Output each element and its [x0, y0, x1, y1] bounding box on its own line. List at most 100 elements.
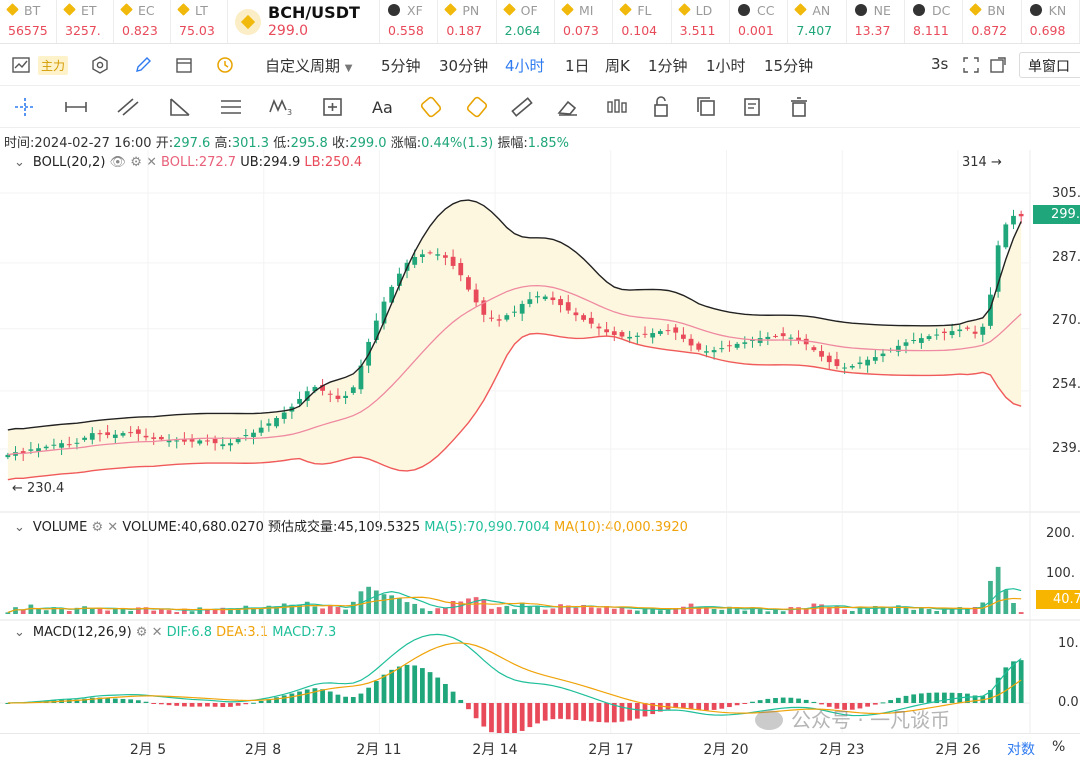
window-mode-dropdown[interactable]: 单窗口	[1019, 52, 1080, 78]
macd-value: MACD:7.3	[272, 625, 337, 640]
wave-icon[interactable]: 3	[268, 96, 294, 118]
volume-bar	[918, 607, 924, 614]
period-1m[interactable]: 1分钟	[648, 57, 688, 75]
volume-bar	[604, 606, 610, 614]
candle	[312, 386, 318, 392]
period-toolbar: 主力 自定义周期 ▼ 5分钟 30分钟 4小时 1日 周K 1分钟 1小时 15…	[0, 44, 1080, 86]
macd-histogram-bar	[903, 695, 909, 703]
candle	[880, 353, 886, 357]
settings-icon[interactable]: ⚙	[135, 625, 148, 640]
ticker-item[interactable]: XF 0.558	[380, 0, 439, 43]
ticker-item[interactable]: LD 3.511	[672, 0, 730, 43]
measure-box-icon[interactable]	[320, 96, 346, 118]
ticker-item[interactable]: CC 0.001	[730, 0, 789, 43]
volume-bar	[565, 605, 571, 614]
lock-drawing-icon[interactable]	[464, 96, 490, 118]
ticker-item[interactable]: LT 75.03	[171, 0, 228, 43]
ticker-item-current[interactable]: BCH/USDT 299.0	[228, 0, 380, 43]
boll-name: BOLL(20,2)	[32, 155, 106, 170]
crosshair-icon[interactable]	[12, 96, 38, 118]
refresh-interval[interactable]: 3s	[931, 55, 949, 73]
candle	[466, 277, 471, 290]
volume-bar	[965, 609, 970, 614]
ticker-item[interactable]: PN 0.187	[438, 0, 497, 43]
ticker-item[interactable]: KN 0.698	[1022, 0, 1080, 43]
popout-icon[interactable]	[989, 56, 1007, 74]
coin-icon	[854, 4, 867, 16]
ticker-price: 0.558	[388, 23, 424, 38]
candle	[1003, 224, 1009, 248]
close-icon[interactable]: ✕	[107, 520, 119, 535]
settings-icon[interactable]	[91, 56, 109, 74]
custom-period-dropdown[interactable]: 自定义周期 ▼	[265, 57, 353, 75]
eye-icon[interactable]: 👁	[109, 155, 127, 170]
lock-icon[interactable]	[648, 96, 674, 118]
ticker-item[interactable]: EC 0.823	[114, 0, 171, 43]
volume-bar	[143, 607, 149, 614]
ticker-item[interactable]: FL 0.104	[613, 0, 672, 43]
percent-scale-toggle[interactable]: %	[1052, 739, 1066, 755]
ticker-item[interactable]: BT 56575	[0, 0, 57, 43]
period-1h[interactable]: 1小时	[706, 57, 746, 75]
parallel-lines-icon[interactable]	[115, 96, 141, 118]
ticker-item[interactable]: NE 13.37	[847, 0, 905, 43]
macd-histogram-bar	[727, 703, 732, 708]
pen-icon[interactable]	[134, 56, 152, 74]
clock-icon[interactable]	[216, 56, 234, 74]
candle	[266, 423, 272, 426]
close-icon[interactable]: ✕	[151, 625, 163, 640]
ticker-item[interactable]: DC 8.111	[905, 0, 964, 43]
settings-icon[interactable]: ⚙	[130, 155, 142, 170]
coin-icon	[561, 3, 574, 16]
max-price-marker: 314 →	[962, 155, 1002, 170]
settings-icon[interactable]: ⚙	[91, 520, 104, 535]
candles-icon[interactable]	[604, 96, 630, 118]
period-5m[interactable]: 5分钟	[381, 57, 421, 75]
volume-bar	[228, 609, 233, 614]
ticker-symbol: BT	[6, 3, 40, 18]
period-30m[interactable]: 30分钟	[439, 57, 489, 75]
candle	[82, 437, 87, 440]
fullscreen-icon[interactable]	[962, 56, 980, 74]
date-label: 2月 11	[356, 742, 402, 758]
ticker-item[interactable]: ET 3257.	[57, 0, 114, 43]
macd-histogram-bar	[895, 697, 901, 703]
layers-icon[interactable]	[694, 96, 720, 118]
volume-bar	[458, 601, 464, 614]
ticker-item[interactable]: MI 0.073	[555, 0, 614, 43]
angle-icon[interactable]	[167, 96, 193, 118]
horizontal-segment-icon[interactable]	[63, 96, 89, 118]
text-icon[interactable]: Aa	[370, 96, 396, 118]
close-icon[interactable]: ✕	[146, 155, 157, 170]
volume-bar	[803, 608, 809, 614]
eraser-icon[interactable]	[555, 96, 581, 118]
macd-histogram-bar	[320, 689, 325, 703]
ticker-item[interactable]: OF 2.064	[497, 0, 555, 43]
candle	[972, 331, 978, 334]
macd-histogram-bar	[650, 703, 656, 715]
chart-canvas[interactable]	[0, 150, 1080, 733]
chart-type-icon[interactable]	[12, 56, 30, 74]
collapse-caret-icon[interactable]: ⌄	[14, 520, 25, 535]
ticker-item[interactable]: AN 7.407	[788, 0, 847, 43]
magnet-icon[interactable]	[418, 96, 444, 118]
macd-dif: DIF:6.8	[166, 625, 212, 640]
period-15m[interactable]: 15分钟	[764, 57, 814, 75]
collapse-caret-icon[interactable]: ⌄	[14, 625, 25, 640]
ticker-item[interactable]: BN 0.872	[963, 0, 1022, 43]
main-force-badge[interactable]: 主力	[38, 56, 69, 75]
volume-bar	[734, 608, 740, 614]
period-4h[interactable]: 4小时	[505, 57, 545, 75]
calendar-icon[interactable]	[175, 56, 193, 74]
edit-note-icon[interactable]	[740, 96, 766, 118]
macd-histogram-bar	[1018, 660, 1024, 703]
period-week[interactable]: 周K	[605, 57, 630, 75]
period-1d[interactable]: 1日	[565, 57, 590, 75]
trash-icon[interactable]	[786, 96, 812, 118]
collapse-caret-icon[interactable]: ⌄	[14, 155, 25, 170]
candle	[51, 444, 57, 446]
ruler-icon[interactable]	[509, 96, 535, 118]
log-scale-toggle[interactable]: 对数	[1007, 742, 1035, 758]
volume-bar	[166, 610, 172, 614]
fib-lines-icon[interactable]	[218, 96, 244, 118]
